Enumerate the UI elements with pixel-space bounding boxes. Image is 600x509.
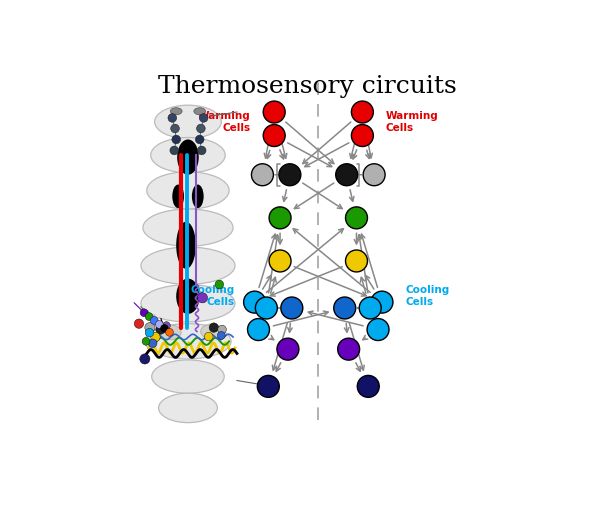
Circle shape <box>251 164 274 186</box>
Ellipse shape <box>172 185 184 208</box>
Circle shape <box>248 319 269 341</box>
Circle shape <box>172 135 181 144</box>
Circle shape <box>171 124 179 133</box>
Circle shape <box>256 297 277 319</box>
Ellipse shape <box>155 105 221 138</box>
Circle shape <box>196 135 204 144</box>
Circle shape <box>170 146 179 155</box>
Circle shape <box>134 319 143 328</box>
Circle shape <box>371 291 393 313</box>
Circle shape <box>263 101 285 123</box>
Circle shape <box>145 313 153 321</box>
Ellipse shape <box>177 139 199 175</box>
Text: Cooling
Cells: Cooling Cells <box>406 285 450 307</box>
Text: Warming
Cells: Warming Cells <box>198 110 251 133</box>
Circle shape <box>244 291 266 313</box>
Circle shape <box>209 323 218 332</box>
Ellipse shape <box>141 285 235 322</box>
Ellipse shape <box>158 393 217 422</box>
Circle shape <box>338 338 359 360</box>
Ellipse shape <box>145 324 231 359</box>
Ellipse shape <box>152 360 224 393</box>
Circle shape <box>140 354 150 364</box>
Circle shape <box>281 297 303 319</box>
Circle shape <box>367 319 389 341</box>
Circle shape <box>151 332 160 342</box>
Circle shape <box>217 331 225 340</box>
Circle shape <box>215 280 224 289</box>
Circle shape <box>346 207 367 229</box>
Circle shape <box>155 321 163 328</box>
Circle shape <box>269 207 291 229</box>
Circle shape <box>151 317 158 324</box>
Circle shape <box>145 328 154 337</box>
Circle shape <box>166 328 173 336</box>
Text: Thermosensory circuits: Thermosensory circuits <box>158 75 457 98</box>
Circle shape <box>205 332 213 341</box>
Circle shape <box>269 250 291 272</box>
Circle shape <box>357 376 379 398</box>
Ellipse shape <box>141 247 235 285</box>
Circle shape <box>346 250 367 272</box>
Ellipse shape <box>176 278 200 314</box>
Ellipse shape <box>176 222 196 269</box>
Circle shape <box>148 339 157 348</box>
Ellipse shape <box>200 324 222 339</box>
Circle shape <box>168 114 176 122</box>
Circle shape <box>363 164 385 186</box>
Circle shape <box>156 325 165 334</box>
Circle shape <box>161 324 169 332</box>
Ellipse shape <box>147 172 229 209</box>
Circle shape <box>352 101 373 123</box>
Ellipse shape <box>160 325 181 340</box>
Circle shape <box>277 338 299 360</box>
Ellipse shape <box>192 185 203 208</box>
Circle shape <box>163 322 170 329</box>
Ellipse shape <box>151 137 225 173</box>
Circle shape <box>140 309 148 317</box>
Circle shape <box>352 125 373 147</box>
Circle shape <box>199 114 208 122</box>
Circle shape <box>336 164 358 186</box>
Ellipse shape <box>170 108 182 115</box>
Ellipse shape <box>143 209 233 246</box>
Circle shape <box>334 297 356 319</box>
Circle shape <box>145 323 155 333</box>
Circle shape <box>197 146 206 155</box>
Circle shape <box>359 297 381 319</box>
Circle shape <box>257 376 279 398</box>
Circle shape <box>197 124 205 133</box>
Ellipse shape <box>194 108 206 115</box>
Text: Cooling
Cells: Cooling Cells <box>191 285 235 307</box>
Circle shape <box>142 337 150 345</box>
Text: Warming
Cells: Warming Cells <box>386 110 439 133</box>
Circle shape <box>279 164 301 186</box>
Circle shape <box>218 325 226 334</box>
Circle shape <box>197 293 208 303</box>
Circle shape <box>263 125 285 147</box>
